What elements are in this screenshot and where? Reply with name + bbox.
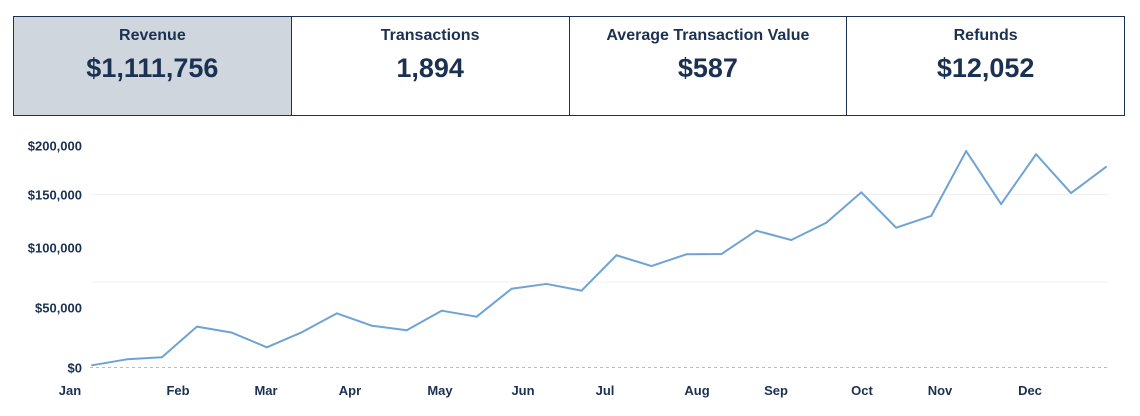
y-tick-label: $150,000 <box>28 187 82 202</box>
y-tick-label: $0 <box>68 361 82 376</box>
revenue-line <box>91 150 1107 367</box>
x-tick-label: Mar <box>254 383 277 398</box>
data-point <box>1035 153 1038 156</box>
x-tick-label: Dec <box>1018 383 1042 398</box>
data-point <box>1070 192 1073 195</box>
x-tick-label: Feb <box>166 383 189 398</box>
data-point <box>405 329 408 332</box>
kpi-title: Revenue <box>119 27 186 44</box>
data-point <box>860 191 863 194</box>
data-point <box>965 150 968 153</box>
kpi-title: Average Transaction Value <box>606 27 810 44</box>
y-tick-label: $50,000 <box>35 301 82 316</box>
kpi-cards: Revenue $1,111,756 Transactions 1,894 Av… <box>13 16 1125 116</box>
kpi-card-revenue[interactable]: Revenue $1,111,756 <box>14 17 292 115</box>
data-point <box>91 364 93 367</box>
data-point <box>510 287 513 290</box>
x-tick-label: Jun <box>511 383 534 398</box>
y-tick-label: $100,000 <box>28 241 82 256</box>
data-point <box>755 229 758 232</box>
kpi-value: 1,894 <box>396 53 464 83</box>
data-point <box>195 325 198 328</box>
x-tick-label: Jul <box>596 383 615 398</box>
data-point <box>370 324 373 327</box>
x-tick-label: Sep <box>764 383 788 398</box>
data-point <box>720 253 723 256</box>
x-tick-label: May <box>427 383 453 398</box>
data-point <box>825 221 828 224</box>
data-point <box>545 282 548 285</box>
kpi-value: $587 <box>677 53 738 83</box>
x-tick-label: Apr <box>339 383 361 398</box>
x-tick-label: Nov <box>928 383 953 398</box>
data-point <box>475 315 478 318</box>
data-point <box>230 331 233 334</box>
data-point <box>615 254 618 257</box>
data-point <box>160 356 163 359</box>
kpi-card-transactions[interactable]: Transactions 1,894 <box>292 17 570 115</box>
data-point <box>930 214 933 217</box>
data-point <box>650 265 653 268</box>
data-point <box>335 312 338 315</box>
data-point <box>895 226 898 229</box>
kpi-value: $1,111,756 <box>86 53 219 83</box>
kpi-value: $12,052 <box>936 53 1035 83</box>
data-point <box>440 309 443 312</box>
x-tick-label: Jan <box>59 383 81 398</box>
data-point <box>1000 203 1003 206</box>
x-tick-label: Aug <box>684 383 709 398</box>
data-point <box>790 239 793 242</box>
data-point <box>685 253 688 256</box>
data-point <box>265 346 268 349</box>
data-point <box>300 331 303 334</box>
data-point <box>1105 165 1107 168</box>
kpi-title: Transactions <box>380 27 480 44</box>
kpi-title: Refunds <box>953 27 1018 44</box>
data-point <box>125 358 128 361</box>
y-tick-label: $200,000 <box>28 139 82 154</box>
kpi-card-refunds[interactable]: Refunds $12,052 <box>847 17 1124 115</box>
data-point <box>580 289 583 292</box>
x-tick-label: Oct <box>851 383 873 398</box>
kpi-card-average-transaction-value[interactable]: Average Transaction Value $587 <box>570 17 848 115</box>
